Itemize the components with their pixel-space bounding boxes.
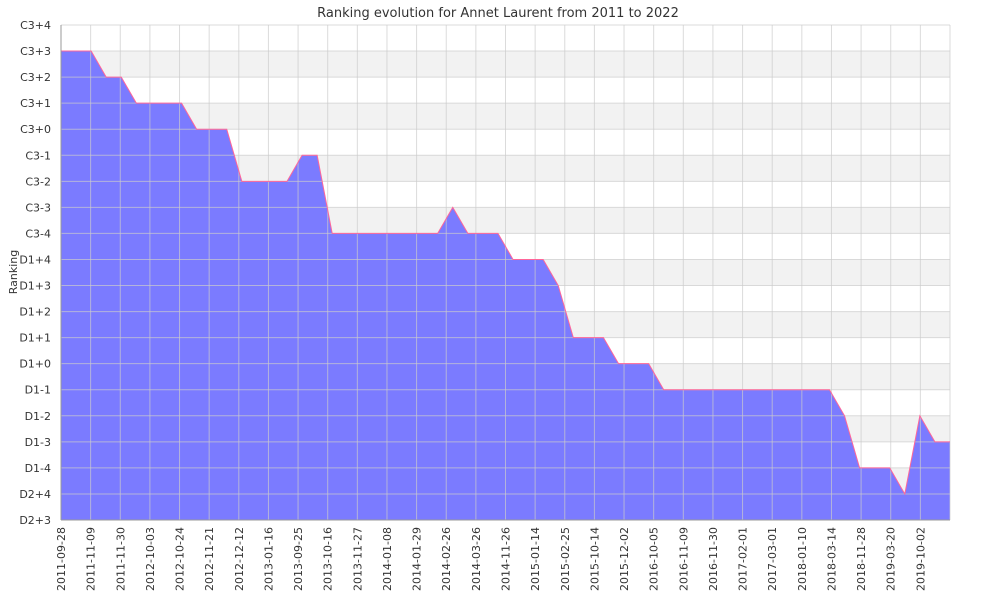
x-tick-label: 2015-01-14 [529, 527, 542, 591]
y-tick-label: C3+2 [20, 71, 51, 84]
x-tick-label: 2015-12-02 [618, 527, 631, 591]
y-tick-label: C3+3 [20, 45, 51, 58]
x-tick-label: 2019-10-02 [914, 527, 927, 591]
y-tick-label: D1+3 [19, 280, 51, 293]
x-tick-label: 2013-09-25 [292, 527, 305, 591]
x-tick-label: 2011-09-28 [55, 527, 68, 591]
y-tick-label: D1+1 [19, 332, 51, 345]
chart-title: Ranking evolution for Annet Laurent from… [317, 6, 679, 21]
y-tick-label: C3+4 [20, 19, 51, 32]
x-tick-label: 2015-02-25 [559, 527, 572, 591]
y-tick-label: D1-3 [25, 436, 51, 449]
x-tick-label: 2016-11-09 [677, 527, 690, 591]
x-tick-label: 2013-10-16 [322, 527, 335, 591]
y-tick-labels: D2+3 D2+4 D1-4 D1-3 D1-2 D1-1 D1+0 D1+1 D1+2 D1+3… [19, 19, 51, 527]
y-axis-title: Ranking [7, 250, 20, 295]
ranking-line [61, 50, 950, 496]
x-tick-label: 2011-11-30 [114, 527, 127, 591]
x-tick-label: 2013-11-27 [351, 527, 364, 591]
x-tick-label: 2012-11-21 [203, 527, 216, 591]
x-tick-label: 2018-01-10 [796, 527, 809, 591]
y-tick-label: D1+0 [19, 358, 51, 371]
y-tick-label: C3-4 [25, 227, 51, 240]
y-tick-label: C3-2 [25, 175, 51, 188]
x-tick-labels: 2011-09-28 2011-11-09 2011-11-30 2012-10-03… [55, 527, 927, 591]
x-tick-label: 2018-11-28 [855, 527, 868, 591]
y-tick-label: D1+4 [19, 253, 51, 266]
x-tick-label: 2011-11-09 [85, 527, 98, 591]
x-tick-label: 2017-02-01 [737, 527, 750, 591]
x-tick-label: 2012-10-24 [174, 527, 187, 591]
x-tick-label: 2013-01-16 [262, 527, 275, 591]
x-tick-label: 2014-11-26 [500, 527, 513, 591]
x-tick-label: 2014-01-29 [411, 527, 424, 591]
x-tick-label: 2014-03-26 [470, 527, 483, 591]
axes [60, 25, 950, 521]
y-tick-label: D2+3 [19, 514, 51, 527]
x-tick-label: 2015-10-14 [588, 527, 601, 591]
y-tick-label: D1-1 [25, 384, 51, 397]
y-tick-label: C3+1 [20, 97, 51, 110]
x-tick-label: 2017-03-01 [766, 527, 779, 591]
y-tick-label: D1-4 [25, 462, 51, 475]
x-tick-label: 2019-03-20 [885, 527, 898, 591]
y-tick-label: D1-2 [25, 410, 51, 423]
x-tick-label: 2012-12-12 [233, 527, 246, 591]
x-tick-label: 2016-11-30 [707, 527, 720, 591]
line-layer [61, 50, 950, 496]
x-tick-label: 2014-02-26 [440, 527, 453, 591]
y-tick-label: D2+4 [19, 488, 51, 501]
y-tick-label: C3-1 [25, 149, 51, 162]
x-tick-label: 2016-10-05 [648, 527, 661, 591]
x-tick-label: 2012-10-03 [144, 527, 157, 591]
y-tick-label: D1+2 [19, 306, 51, 319]
x-tick-label: 2018-03-14 [825, 527, 838, 591]
y-tick-label: C3+0 [20, 123, 51, 136]
y-tick-label: C3-3 [25, 201, 51, 214]
x-tick-label: 2014-01-08 [381, 527, 394, 591]
